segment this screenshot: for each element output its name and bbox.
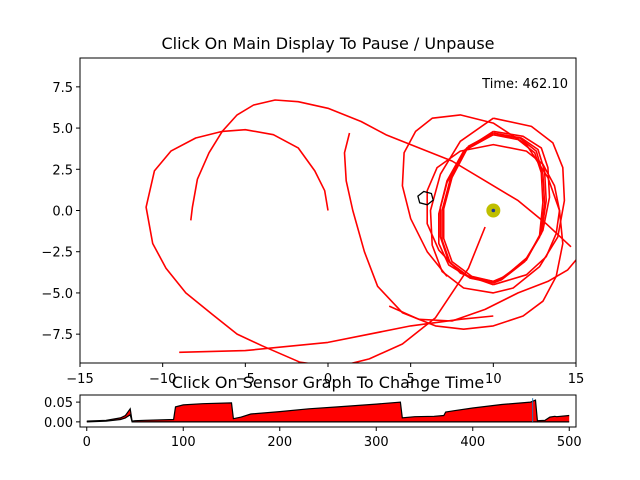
main-x-tick-label: 10 bbox=[485, 372, 502, 387]
trajectory-segment-6 bbox=[426, 143, 561, 286]
main-x-ticks: −15 −10 −5 0 5 10 15 bbox=[66, 363, 584, 387]
sensor-graph[interactable]: 0 100 200 300 400 500 0.050.00 Click On Senso… bbox=[44, 373, 582, 450]
sensor-upper-envelope bbox=[86, 399, 570, 422]
trajectory-segment-11 bbox=[429, 117, 566, 294]
main-y-tick-label: 7.5 bbox=[52, 81, 73, 96]
markers bbox=[417, 190, 501, 218]
sensor-lower-envelope bbox=[86, 413, 570, 423]
target-center-dot bbox=[491, 208, 496, 213]
main-y-tick-label: −5.0 bbox=[41, 287, 73, 302]
sensor-signal-band bbox=[86, 400, 570, 422]
main-y-ticks: 7.5 5.0 2.5 0.0 −2.5 −5.0 −7.5 bbox=[41, 81, 80, 343]
sensor-x-tick-label: 0 bbox=[83, 435, 91, 450]
trajectory-segment-4 bbox=[179, 315, 494, 354]
main-y-tick-label: −2.5 bbox=[41, 246, 73, 261]
trajectory-segment-2 bbox=[190, 99, 572, 248]
main-y-tick-label: 0.0 bbox=[52, 205, 73, 220]
main-x-tick-label: 15 bbox=[568, 372, 585, 387]
trajectory-segment-3 bbox=[343, 114, 564, 331]
sensor-x-tick-label: 300 bbox=[364, 435, 389, 450]
trajectory-segment-5 bbox=[388, 259, 576, 322]
sensor-x-tick-label: 100 bbox=[171, 435, 196, 450]
main-x-tick-label: −10 bbox=[149, 372, 176, 387]
agent-marker bbox=[417, 190, 434, 206]
sensor-signal bbox=[86, 398, 570, 423]
main-x-tick-label: −15 bbox=[66, 372, 93, 387]
trajectory-segment-10 bbox=[437, 130, 551, 283]
main-x-tick-label: 0 bbox=[324, 372, 332, 387]
main-x-tick-label: −5 bbox=[236, 372, 255, 387]
sensor-x-tick-label: 500 bbox=[557, 435, 582, 450]
sensor-y-tick-label: 0.05 bbox=[44, 396, 73, 411]
sensor-plot-frame bbox=[79, 394, 577, 428]
sensor-x-tick-label: 400 bbox=[460, 435, 485, 450]
main-y-tick-label: 2.5 bbox=[52, 163, 73, 178]
sensor-y-tick-label: 0.00 bbox=[44, 416, 73, 431]
sensor-x-tick-label: 200 bbox=[267, 435, 292, 450]
main-display[interactable]: Click On Main Display To Pause / Unpause… bbox=[41, 34, 584, 387]
trajectory-lines bbox=[145, 99, 576, 363]
main-display-title: Click On Main Display To Pause / Unpause bbox=[161, 34, 494, 53]
sensor-x-ticks: 0 100 200 300 400 500 bbox=[83, 427, 582, 450]
sensor-y-ticks: 0.05 0.00 bbox=[44, 396, 80, 431]
sensor-graph-title: Click On Sensor Graph To Change Time bbox=[172, 373, 485, 392]
main-y-tick-label: −7.5 bbox=[41, 328, 73, 343]
trajectory-segment-1 bbox=[145, 128, 486, 363]
main-y-tick-label: 5.0 bbox=[52, 122, 73, 137]
trajectory-segment-8 bbox=[441, 133, 546, 284]
time-annotation: Time: 462.10 bbox=[481, 77, 568, 92]
main-x-tick-label: 5 bbox=[407, 372, 415, 387]
